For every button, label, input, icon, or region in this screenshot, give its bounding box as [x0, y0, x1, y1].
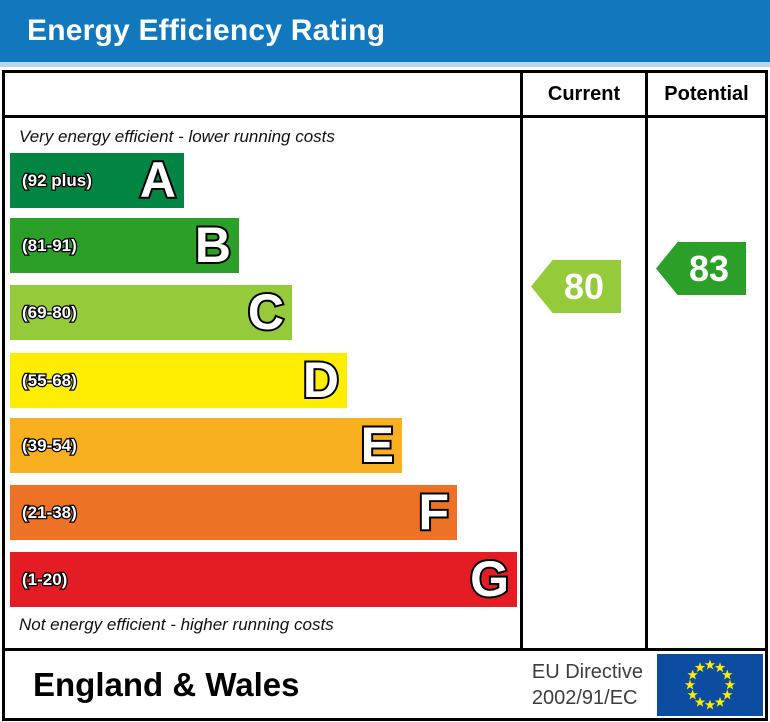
band-d-letter: D: [301, 351, 341, 410]
current-rating-value: 80: [563, 265, 605, 307]
band-e-letter: E: [359, 416, 396, 475]
eu-directive-line1: EU Directive: [531, 660, 643, 683]
header-potential: Potential: [645, 73, 765, 115]
rating-table: Current Potential Very energy efficient …: [2, 70, 768, 721]
band-f-letter: F: [416, 483, 450, 542]
band-a-letter: A: [138, 151, 178, 210]
header-current: Current: [520, 73, 645, 115]
band-b-range: (81-91): [21, 234, 78, 256]
band-e-range: (39-54): [21, 434, 78, 456]
title-bar: Energy Efficiency Rating: [0, 0, 770, 62]
title-bar-strip: [0, 62, 770, 67]
eu-directive-label: EU Directive 2002/91/EC: [532, 659, 643, 711]
page-title: Energy Efficiency Rating: [27, 14, 386, 47]
band-c: (69-80) C: [10, 283, 292, 342]
current-column: 80: [520, 118, 645, 648]
band-e: (39-54) E: [10, 416, 402, 475]
band-g-range: (1-20): [21, 568, 69, 590]
band-c-letter: C: [246, 283, 286, 342]
region-label: England & Wales: [33, 665, 300, 703]
band-b: (81-91) B: [10, 216, 239, 275]
eu-flag-icon: [657, 653, 763, 716]
table-body: Very energy efficient - lower running co…: [5, 118, 765, 651]
top-note: Very energy efficient - lower running co…: [19, 127, 335, 146]
band-d-range: (55-68): [21, 369, 78, 391]
band-g-letter: G: [468, 550, 511, 609]
eu-directive-line2: 2002/91/EC: [531, 686, 638, 709]
band-c-range: (69-80): [21, 301, 78, 323]
bottom-note: Not energy efficient - higher running co…: [19, 615, 334, 634]
potential-rating-value: 83: [688, 247, 730, 289]
band-f-range: (21-38): [21, 501, 78, 523]
bands-column: Very energy efficient - lower running co…: [5, 118, 520, 648]
potential-rating-arrow: 83: [656, 242, 746, 295]
header-spacer: [5, 73, 520, 115]
band-b-letter: B: [193, 216, 233, 275]
band-a: (92 plus) A: [10, 151, 184, 210]
table-footer: England & Wales EU Directive 2002/91/EC: [5, 651, 765, 718]
band-a-range: (92 plus): [21, 169, 93, 191]
band-g: (1-20) G: [10, 550, 517, 609]
current-rating-arrow: 80: [531, 260, 621, 313]
band-f: (21-38) F: [10, 483, 457, 542]
table-header: Current Potential: [5, 73, 765, 118]
band-d: (55-68) D: [10, 351, 347, 410]
potential-column: 83: [645, 118, 765, 648]
